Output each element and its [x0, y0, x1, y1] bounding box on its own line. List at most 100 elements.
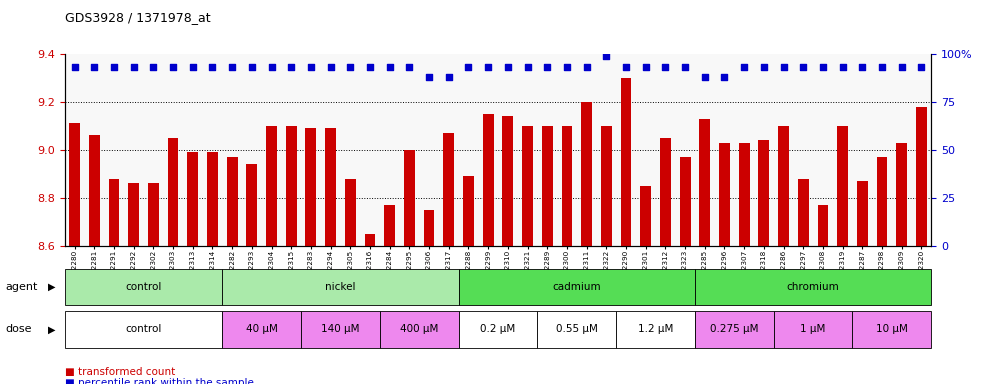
Point — [145, 64, 161, 70]
Point — [835, 64, 851, 70]
Bar — [562, 126, 573, 246]
Bar — [582, 102, 592, 246]
Bar — [207, 152, 218, 246]
Point — [401, 64, 417, 70]
Text: 0.55 μM: 0.55 μM — [556, 324, 598, 334]
Bar — [621, 78, 631, 246]
Point — [283, 64, 299, 70]
Text: chromium: chromium — [787, 282, 840, 292]
Bar — [246, 164, 257, 246]
Bar — [227, 157, 238, 246]
Point — [264, 64, 280, 70]
Bar — [758, 140, 769, 246]
Bar — [798, 179, 809, 246]
Bar — [458, 269, 695, 305]
Bar — [69, 123, 80, 246]
Text: 0.2 μM: 0.2 μM — [480, 324, 516, 334]
Bar — [739, 142, 750, 246]
Point — [559, 64, 575, 70]
Text: 0.275 μM: 0.275 μM — [710, 324, 759, 334]
Bar — [538, 311, 617, 348]
Point — [67, 64, 83, 70]
Bar — [483, 114, 494, 246]
Point — [893, 64, 909, 70]
Bar — [65, 269, 222, 305]
Bar — [167, 138, 178, 246]
Bar — [301, 311, 379, 348]
Bar — [463, 176, 474, 246]
Text: ■ transformed count: ■ transformed count — [65, 367, 175, 377]
Bar — [853, 311, 931, 348]
Bar — [916, 107, 927, 246]
Bar — [384, 205, 395, 246]
Point — [677, 64, 693, 70]
Text: 400 μM: 400 μM — [400, 324, 438, 334]
Bar — [640, 186, 651, 246]
Text: control: control — [125, 282, 161, 292]
Text: ▶: ▶ — [48, 282, 56, 292]
Point — [244, 64, 260, 70]
Text: 40 μM: 40 μM — [246, 324, 278, 334]
Bar — [148, 184, 158, 246]
Text: nickel: nickel — [326, 282, 356, 292]
Text: 140 μM: 140 μM — [321, 324, 360, 334]
Bar — [896, 142, 907, 246]
Bar — [128, 184, 139, 246]
Bar — [325, 128, 336, 246]
Point — [855, 64, 871, 70]
Bar — [679, 157, 690, 246]
Bar — [502, 116, 513, 246]
Text: ■ percentile rank within the sample: ■ percentile rank within the sample — [65, 378, 254, 384]
Point — [776, 64, 792, 70]
Bar — [774, 311, 853, 348]
Point — [697, 74, 713, 80]
Point — [125, 64, 141, 70]
Text: dose: dose — [5, 324, 32, 334]
Point — [106, 64, 122, 70]
Point — [224, 64, 240, 70]
Bar — [838, 126, 848, 246]
Bar — [187, 152, 198, 246]
Point — [87, 64, 103, 70]
Bar — [423, 210, 434, 246]
Bar — [876, 157, 887, 246]
Point — [637, 64, 653, 70]
Text: control: control — [125, 324, 161, 334]
Bar — [617, 311, 695, 348]
Point — [539, 64, 555, 70]
Bar — [695, 269, 931, 305]
Bar — [404, 150, 414, 246]
Bar — [286, 126, 297, 246]
Point — [657, 64, 673, 70]
Bar — [818, 205, 829, 246]
Bar — [266, 126, 277, 246]
Point — [756, 64, 772, 70]
Point — [913, 64, 929, 70]
Point — [736, 64, 752, 70]
Text: agent: agent — [5, 282, 38, 292]
Text: GDS3928 / 1371978_at: GDS3928 / 1371978_at — [65, 12, 210, 25]
Bar — [222, 311, 301, 348]
Bar — [345, 179, 356, 246]
Text: ▶: ▶ — [48, 324, 56, 334]
Bar — [542, 126, 553, 246]
Point — [619, 64, 634, 70]
Bar — [65, 311, 222, 348]
Bar — [695, 311, 774, 348]
Point — [795, 64, 811, 70]
Point — [343, 64, 359, 70]
Bar — [89, 135, 100, 246]
Point — [520, 64, 536, 70]
Bar — [458, 311, 538, 348]
Bar — [379, 311, 458, 348]
Bar — [778, 126, 789, 246]
Point — [460, 64, 476, 70]
Point — [323, 64, 339, 70]
Bar — [660, 138, 671, 246]
Point — [599, 53, 615, 59]
Point — [480, 64, 496, 70]
Bar — [857, 181, 868, 246]
Bar — [443, 133, 454, 246]
Point — [500, 64, 516, 70]
Bar — [306, 128, 317, 246]
